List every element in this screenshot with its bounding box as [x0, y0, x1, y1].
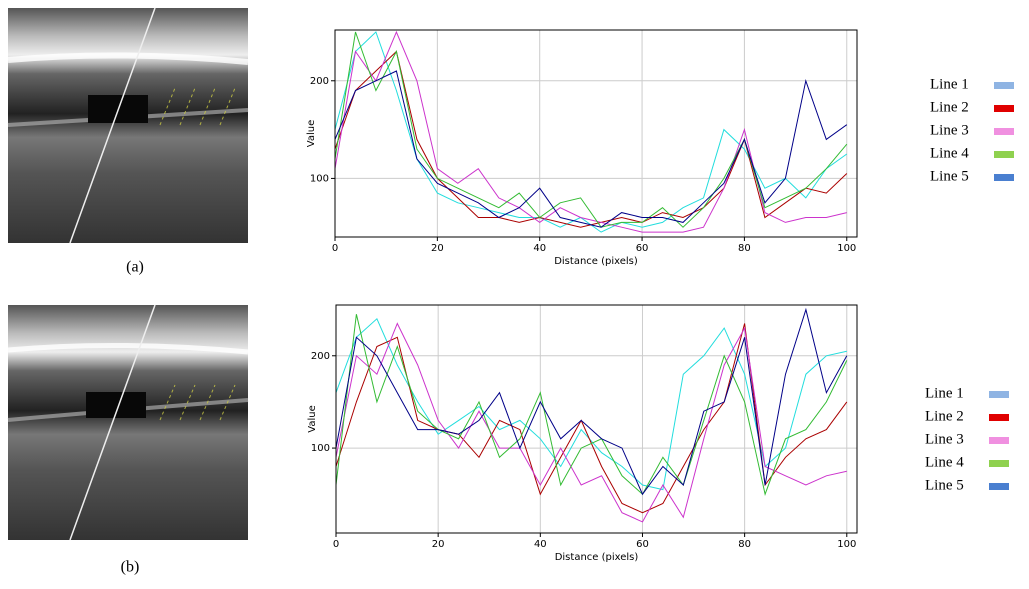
- legend-label: Line 3: [925, 431, 964, 447]
- legend-swatch: [989, 483, 1009, 490]
- legend-swatch: [989, 437, 1009, 444]
- x-axis-label: Distance (pixels): [555, 552, 639, 563]
- data-line: [335, 31, 848, 228]
- legend-swatch: [989, 391, 1009, 398]
- data-line: [335, 70, 848, 228]
- data-line: [335, 30, 847, 233]
- legend-swatch: [989, 414, 1009, 421]
- x-tick-label: 0: [333, 539, 339, 550]
- data-line: [336, 322, 847, 523]
- y-tick-label: 100: [311, 443, 330, 454]
- legend-label: Line 2: [925, 408, 964, 424]
- legend-label: Line 5: [925, 477, 964, 493]
- y-tick-label: 100: [310, 173, 329, 184]
- legend-label: Line 2: [930, 99, 969, 115]
- legend-label: Line 1: [930, 76, 969, 92]
- plot-frame: [334, 29, 858, 238]
- data-line: [336, 314, 848, 496]
- ultrasound-image-a: [7, 7, 249, 244]
- caption: (b): [121, 559, 140, 576]
- x-tick-label: 60: [636, 539, 649, 550]
- x-tick-label: 20: [431, 243, 444, 254]
- legend-swatch: [989, 460, 1009, 467]
- data-line: [335, 31, 848, 233]
- x-tick-label: 40: [534, 539, 547, 550]
- plot-frame: [335, 304, 858, 534]
- x-tick-label: 60: [636, 243, 649, 254]
- y-axis-label: Value: [306, 120, 317, 147]
- data-line: [336, 307, 848, 496]
- x-axis-label: Distance (pixels): [554, 256, 638, 267]
- x-tick-label: 100: [837, 539, 856, 550]
- x-tick-label: 100: [837, 243, 856, 254]
- legend-label: Line 1: [925, 385, 964, 401]
- data-line: [336, 323, 848, 514]
- legend-swatch: [994, 105, 1014, 112]
- legend-swatch: [994, 151, 1014, 158]
- legend-label: Line 4: [930, 145, 969, 161]
- x-tick-label: 80: [738, 539, 751, 550]
- caption: (a): [126, 259, 144, 276]
- legend-swatch: [994, 128, 1014, 135]
- legend-label: Line 4: [925, 454, 964, 470]
- x-tick-label: 40: [533, 243, 546, 254]
- legend-swatch: [994, 82, 1014, 89]
- legend-label: Line 5: [930, 168, 969, 184]
- legend-swatch: [994, 174, 1014, 181]
- x-tick-label: 0: [332, 243, 338, 254]
- y-tick-label: 200: [311, 351, 330, 362]
- data-line: [335, 50, 848, 228]
- ultrasound-image-b: [7, 304, 249, 541]
- x-tick-label: 80: [738, 243, 751, 254]
- legend-label: Line 3: [930, 122, 969, 138]
- x-tick-label: 20: [432, 539, 445, 550]
- y-tick-label: 200: [310, 76, 329, 87]
- data-line: [336, 317, 847, 491]
- y-axis-label: Value: [307, 405, 318, 432]
